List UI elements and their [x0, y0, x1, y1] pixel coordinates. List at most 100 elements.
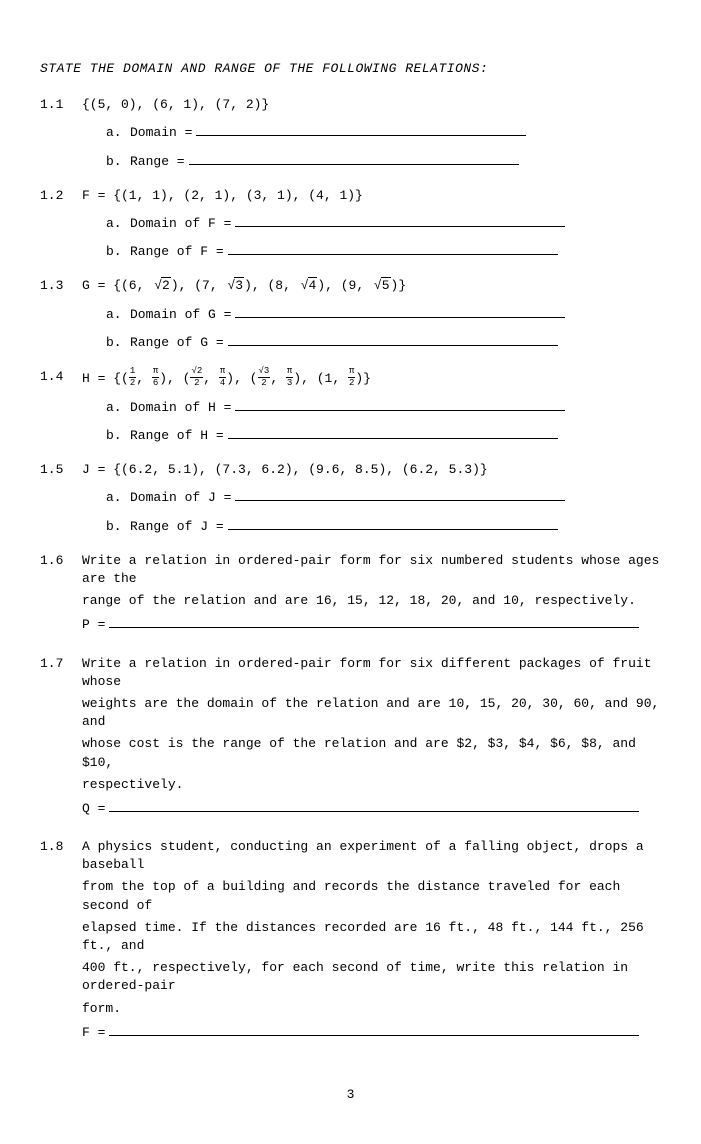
problem-text: Write a relation in ordered-pair form fo…	[82, 655, 661, 691]
subpart-prompt: Domain of J =	[130, 489, 565, 507]
problem-1-5: 1.5 J = {(6.2, 5.1), (7.3, 6.2), (9.6, 8…	[40, 461, 661, 546]
fraction: π4	[219, 367, 226, 388]
subpart-label: b.	[82, 334, 130, 352]
subpart-b: b. Range of G =	[82, 334, 661, 352]
prompt-text: Range of G =	[130, 335, 224, 350]
numerator: √3	[258, 367, 271, 378]
numerator: π	[286, 367, 293, 378]
problem-1-8: 1.8 A physics student, conducting an exp…	[40, 838, 661, 1056]
subpart-prompt: Domain of F =	[130, 215, 565, 233]
answer-blank[interactable]	[235, 500, 565, 501]
text: )}	[391, 278, 407, 293]
answer-blank[interactable]	[235, 317, 565, 318]
subpart-label: b.	[82, 518, 130, 536]
problem-body: Write a relation in ordered-pair form fo…	[82, 552, 661, 649]
problem-body: J = {(6.2, 5.1), (7.3, 6.2), (9.6, 8.5),…	[82, 461, 661, 546]
problem-text: A physics student, conducting an experim…	[82, 838, 661, 874]
problem-number: 1.3	[40, 277, 82, 362]
problem-text: 400 ft., respectively, for each second o…	[82, 959, 661, 995]
answer-blank[interactable]	[109, 1035, 639, 1036]
section-header: STATE THE DOMAIN AND RANGE OF THE FOLLOW…	[40, 60, 661, 78]
problem-text: range of the relation and are 16, 15, 12…	[82, 592, 661, 610]
answer-blank[interactable]	[228, 345, 558, 346]
fraction: π2	[348, 367, 355, 388]
problem-text: elapsed time. If the distances recorded …	[82, 919, 661, 955]
subpart-label: a.	[82, 399, 130, 417]
problem-text: form.	[82, 1000, 661, 1018]
problem-body: {(5, 0), (6, 1), (7, 2)} a. Domain = b. …	[82, 96, 661, 181]
subpart-label: a.	[82, 306, 130, 324]
text: ,	[203, 371, 219, 386]
denominator: 2	[190, 378, 203, 388]
subpart-a: a. Domain of F =	[82, 215, 661, 233]
subpart-prompt: Domain =	[130, 124, 526, 142]
problem-1-4: 1.4 H = {(12, π6), (√22, π4), (√32, π3),…	[40, 368, 661, 455]
numerator: π	[152, 367, 159, 378]
subpart-prompt: Range of J =	[130, 518, 558, 536]
text: ), (7,	[171, 278, 226, 293]
answer-blank[interactable]	[109, 627, 639, 628]
subpart-prompt: Range of H =	[130, 427, 558, 445]
numerator: √2	[190, 367, 203, 378]
prompt-text: Range =	[130, 154, 185, 169]
answer-blank[interactable]	[228, 438, 558, 439]
subpart-a: a. Domain of H =	[82, 399, 661, 417]
text: G = {(6,	[82, 278, 152, 293]
problem-body: F = {(1, 1), (2, 1), (3, 1), (4, 1)} a. …	[82, 187, 661, 272]
problem-1-6: 1.6 Write a relation in ordered-pair for…	[40, 552, 661, 649]
set-definition: F = {(1, 1), (2, 1), (3, 1), (4, 1)}	[82, 187, 661, 205]
numerator: π	[219, 367, 226, 378]
answer-blank[interactable]	[235, 226, 565, 227]
answer-blank[interactable]	[189, 164, 519, 165]
subpart-prompt: Range of G =	[130, 334, 558, 352]
answer-blank[interactable]	[235, 410, 565, 411]
page-number: 3	[40, 1086, 661, 1104]
subpart-a: a. Domain of G =	[82, 306, 661, 324]
denominator: 4	[219, 378, 226, 388]
subpart-b: b. Range of J =	[82, 518, 661, 536]
subpart-b: b. Range of H =	[82, 427, 661, 445]
radicand: 4	[308, 277, 318, 293]
problem-body: Write a relation in ordered-pair form fo…	[82, 655, 661, 833]
problem-text: weights are the domain of the relation a…	[82, 695, 661, 731]
answer-blank[interactable]	[228, 254, 558, 255]
answer-line: F =	[82, 1024, 661, 1042]
answer-label: F =	[82, 1025, 105, 1040]
answer-blank[interactable]	[228, 529, 558, 530]
problem-1-3: 1.3 G = {(6, 2), (7, 3), (8, 4), (9, 5)}…	[40, 277, 661, 362]
text: ), (1,	[293, 371, 348, 386]
text: ,	[136, 371, 152, 386]
problem-text: respectively.	[82, 776, 661, 794]
denominator: 6	[152, 378, 159, 388]
radicand: 3	[234, 277, 244, 293]
problem-number: 1.4	[40, 368, 82, 455]
problem-body: A physics student, conducting an experim…	[82, 838, 661, 1056]
problem-number: 1.7	[40, 655, 82, 833]
numerator: π	[348, 367, 355, 378]
subpart-label: b.	[82, 243, 130, 261]
text: )}	[355, 371, 371, 386]
text: ), (9,	[317, 278, 372, 293]
problem-number: 1.6	[40, 552, 82, 649]
set-definition: {(5, 0), (6, 1), (7, 2)}	[82, 96, 661, 114]
problem-text: from the top of a building and records t…	[82, 878, 661, 914]
problem-number: 1.5	[40, 461, 82, 546]
answer-blank[interactable]	[109, 811, 639, 812]
fraction: π6	[152, 367, 159, 388]
fraction: √32	[258, 367, 271, 388]
sqrt: 5	[372, 277, 391, 295]
problem-text: whose cost is the range of the relation …	[82, 735, 661, 771]
text: ), (8,	[244, 278, 299, 293]
subpart-prompt: Range of F =	[130, 243, 558, 261]
prompt-text: Range of F =	[130, 244, 224, 259]
prompt-text: Range of H =	[130, 428, 224, 443]
sqrt: 4	[299, 277, 318, 295]
problem-body: H = {(12, π6), (√22, π4), (√32, π3), (1,…	[82, 368, 661, 455]
worksheet-page: STATE THE DOMAIN AND RANGE OF THE FOLLOW…	[0, 0, 701, 1144]
set-definition: J = {(6.2, 5.1), (7.3, 6.2), (9.6, 8.5),…	[82, 461, 661, 479]
set-definition: H = {(12, π6), (√22, π4), (√32, π3), (1,…	[82, 368, 661, 389]
radicand: 2	[161, 277, 171, 293]
denominator: 2	[258, 378, 271, 388]
answer-blank[interactable]	[196, 135, 526, 136]
problem-number: 1.2	[40, 187, 82, 272]
